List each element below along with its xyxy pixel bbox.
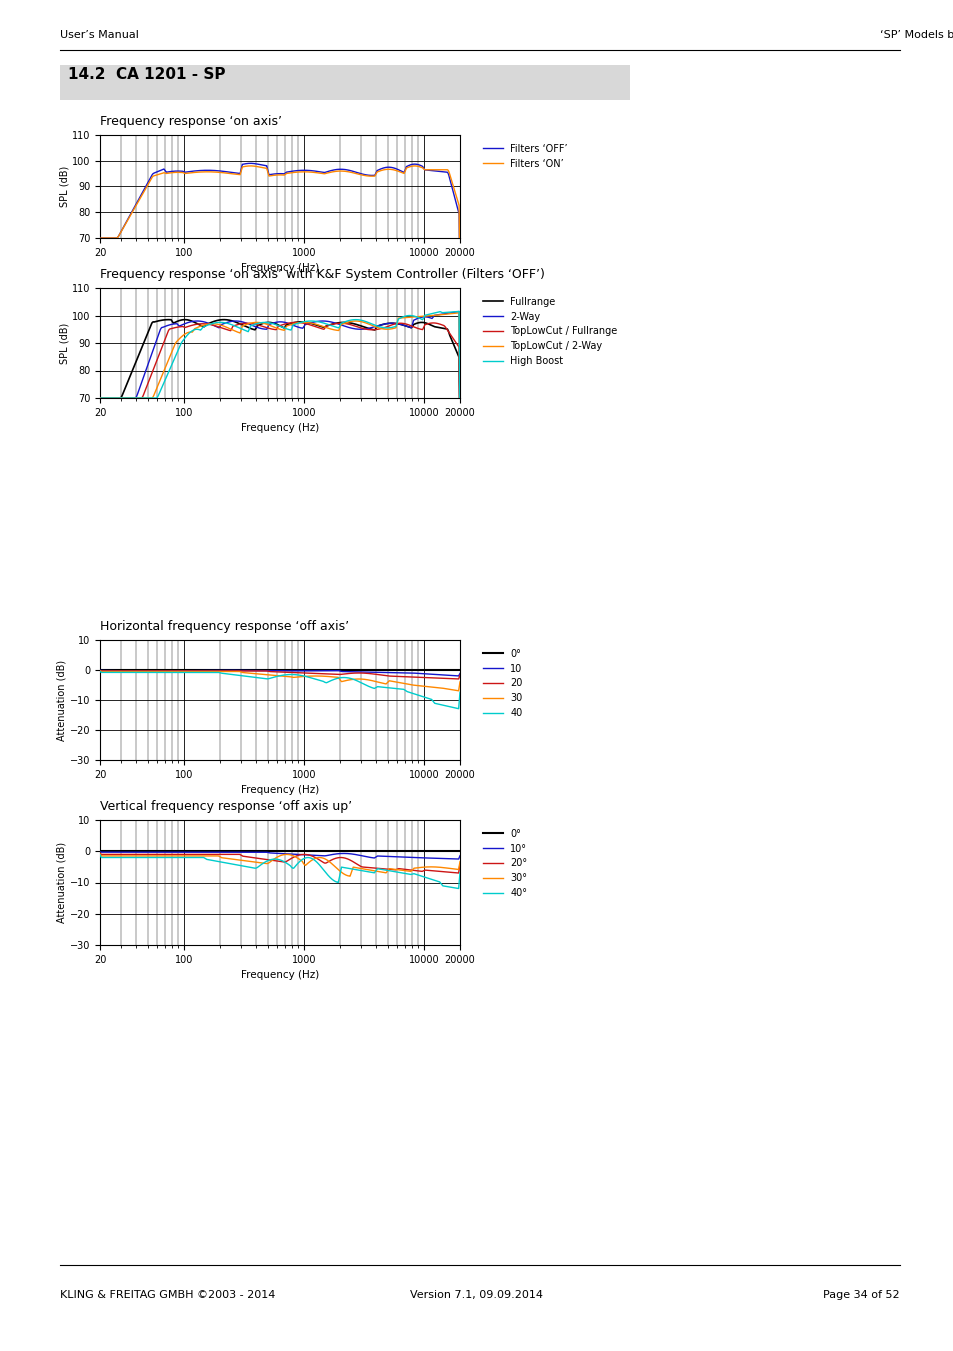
Legend: 0°, 10, 20, 30, 40: 0°, 10, 20, 30, 40 xyxy=(478,644,526,721)
Y-axis label: Attenuation (dB): Attenuation (dB) xyxy=(57,659,67,740)
X-axis label: Frequency (Hz): Frequency (Hz) xyxy=(240,263,319,273)
X-axis label: Frequency (Hz): Frequency (Hz) xyxy=(240,785,319,796)
Legend: Fullrange, 2-Way, TopLowCut / Fullrange, TopLowCut / 2-Way, High Boost: Fullrange, 2-Way, TopLowCut / Fullrange,… xyxy=(478,293,620,370)
X-axis label: Frequency (Hz): Frequency (Hz) xyxy=(240,423,319,434)
Y-axis label: SPL (dB): SPL (dB) xyxy=(59,323,69,363)
Text: KLING & FREITAG GMBH ©2003 - 2014: KLING & FREITAG GMBH ©2003 - 2014 xyxy=(60,1290,275,1300)
Text: Version 7.1, 09.09.2014: Version 7.1, 09.09.2014 xyxy=(410,1290,543,1300)
Text: User’s Manual: User’s Manual xyxy=(60,30,139,41)
Legend: 0°, 10°, 20°, 30°, 40°: 0°, 10°, 20°, 30°, 40° xyxy=(478,825,531,902)
X-axis label: Frequency (Hz): Frequency (Hz) xyxy=(240,970,319,981)
Y-axis label: SPL (dB): SPL (dB) xyxy=(59,166,69,207)
Legend: Filters ‘OFF’, Filters ‘ON’: Filters ‘OFF’, Filters ‘ON’ xyxy=(478,141,571,173)
Text: Page 34 of 52: Page 34 of 52 xyxy=(822,1290,899,1300)
Text: Frequency response ‘on axis’: Frequency response ‘on axis’ xyxy=(100,115,282,128)
Y-axis label: Attenuation (dB): Attenuation (dB) xyxy=(57,842,67,923)
Text: Frequency response ‘on axis’ with K&F System Controller (Filters ‘OFF’): Frequency response ‘on axis’ with K&F Sy… xyxy=(100,267,544,281)
Text: ‘SP’ Models based upon the CA Series: ‘SP’ Models based upon the CA Series xyxy=(879,30,953,41)
Text: 14.2  CA 1201 - SP: 14.2 CA 1201 - SP xyxy=(68,68,225,82)
Text: Horizontal frequency response ‘off axis’: Horizontal frequency response ‘off axis’ xyxy=(100,620,349,634)
Text: Vertical frequency response ‘off axis up’: Vertical frequency response ‘off axis up… xyxy=(100,800,352,813)
